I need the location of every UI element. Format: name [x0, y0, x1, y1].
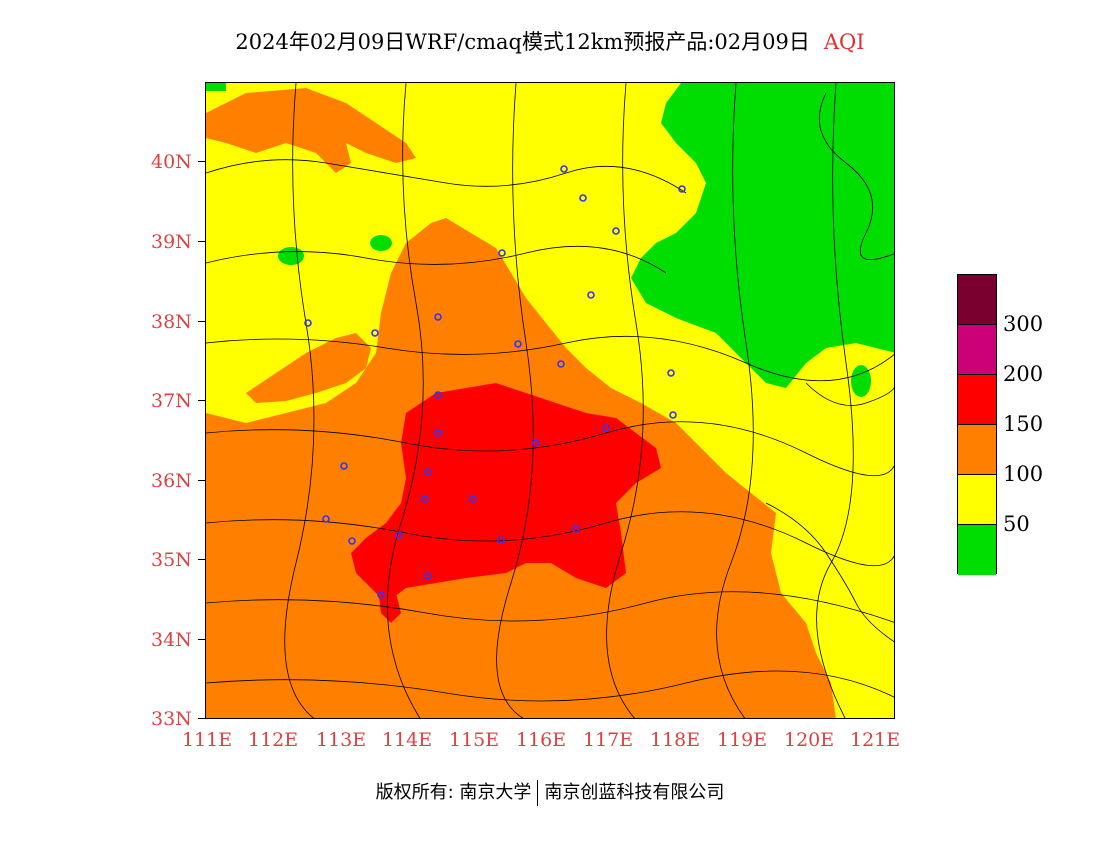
lat-label-38n: 38N	[151, 311, 192, 333]
city-marker	[667, 369, 675, 377]
lon-label-112e: 112E	[248, 729, 299, 751]
city-marker	[340, 462, 348, 470]
map-canvas	[206, 83, 894, 718]
footer-separator	[537, 780, 539, 806]
city-marker	[612, 227, 620, 235]
unhealthy-region-core	[351, 383, 661, 603]
city-marker	[678, 185, 686, 193]
good-patch-east	[851, 365, 871, 397]
legend-label-100: 100	[1003, 462, 1044, 486]
city-marker	[434, 391, 442, 399]
lat-label-36n: 36N	[151, 470, 192, 492]
city-marker	[424, 572, 432, 580]
lat-label-34n: 34N	[151, 629, 192, 651]
city-marker	[572, 525, 580, 533]
lat-tick	[198, 559, 205, 560]
city-marker	[602, 424, 610, 432]
city-marker	[434, 429, 442, 437]
title-variable: AQI	[823, 30, 865, 54]
lat-label-40n: 40N	[151, 151, 192, 173]
lon-label-117e: 117E	[583, 729, 634, 751]
legend-swatch-moderate	[958, 475, 996, 525]
legend-swatch-severe	[958, 275, 996, 325]
lat-tick	[198, 718, 205, 719]
lon-label-113e: 113E	[316, 729, 367, 751]
legend-label-200: 200	[1003, 362, 1044, 386]
legend-swatch-good	[958, 525, 996, 575]
city-marker	[497, 536, 505, 544]
city-marker	[322, 515, 330, 523]
legend-swatch-very-unhealthy	[958, 325, 996, 375]
city-marker	[532, 439, 540, 447]
lat-tick	[198, 480, 205, 481]
lat-label-39n: 39N	[151, 231, 192, 253]
city-marker	[377, 591, 385, 599]
city-marker	[434, 313, 442, 321]
lat-tick	[198, 639, 205, 640]
title-main: 2024年02月09日WRF/cmaq模式12km预报产品:02月09日	[235, 30, 810, 54]
city-marker	[348, 537, 356, 545]
city-marker	[371, 329, 379, 337]
city-marker	[514, 340, 522, 348]
lon-label-115e: 115E	[449, 729, 500, 751]
legend-label-300: 300	[1003, 312, 1044, 336]
lat-label-37n: 37N	[151, 390, 192, 412]
lat-label-33n: 33N	[151, 708, 192, 730]
city-marker	[424, 468, 432, 476]
lon-label-118e: 118E	[650, 729, 701, 751]
lon-label-120e: 120E	[784, 729, 835, 751]
lon-label-119e: 119E	[717, 729, 768, 751]
aqi-forecast-map	[205, 82, 895, 719]
legend-label-50: 50	[1003, 512, 1030, 536]
city-marker	[557, 360, 565, 368]
lat-tick	[198, 321, 205, 322]
city-marker	[421, 495, 429, 503]
boundary-lines	[206, 83, 894, 718]
good-region-northeast	[631, 83, 894, 388]
legend-swatch-unhealthy	[958, 375, 996, 425]
city-marker	[395, 531, 403, 539]
city-marker	[469, 495, 477, 503]
city-markers	[304, 165, 686, 599]
lon-label-116e: 116E	[516, 729, 567, 751]
city-marker	[498, 249, 506, 257]
city-marker	[304, 319, 312, 327]
legend-swatch-sensitive	[958, 425, 996, 475]
lat-tick	[198, 161, 205, 162]
good-patch-central	[370, 235, 392, 251]
copyright-footer: 版权所有: 南京大学 南京创蓝科技有限公司	[0, 778, 1100, 806]
city-marker	[579, 194, 587, 202]
good-patch-corner	[206, 83, 226, 91]
city-marker	[587, 291, 595, 299]
sensitive-region-northwest	[206, 88, 416, 173]
footer-copyright-owner: 版权所有: 南京大学	[375, 782, 532, 803]
legend-label-150: 150	[1003, 412, 1044, 436]
aqi-legend	[957, 274, 997, 575]
lat-tick	[198, 400, 205, 401]
good-patch-west	[278, 247, 304, 265]
lon-label-114e: 114E	[382, 729, 433, 751]
moderate-region-east	[771, 463, 894, 718]
city-marker	[560, 165, 568, 173]
lat-label-35n: 35N	[151, 549, 192, 571]
lat-tick	[198, 241, 205, 242]
sensitive-region-west	[246, 333, 371, 403]
lon-label-111e: 111E	[182, 729, 233, 751]
city-marker	[669, 411, 677, 419]
lon-label-121e: 121E	[850, 729, 901, 751]
map-title: 2024年02月09日WRF/cmaq模式12km预报产品:02月09日 AQI	[0, 26, 1100, 56]
footer-company: 南京创蓝科技有限公司	[544, 782, 725, 803]
